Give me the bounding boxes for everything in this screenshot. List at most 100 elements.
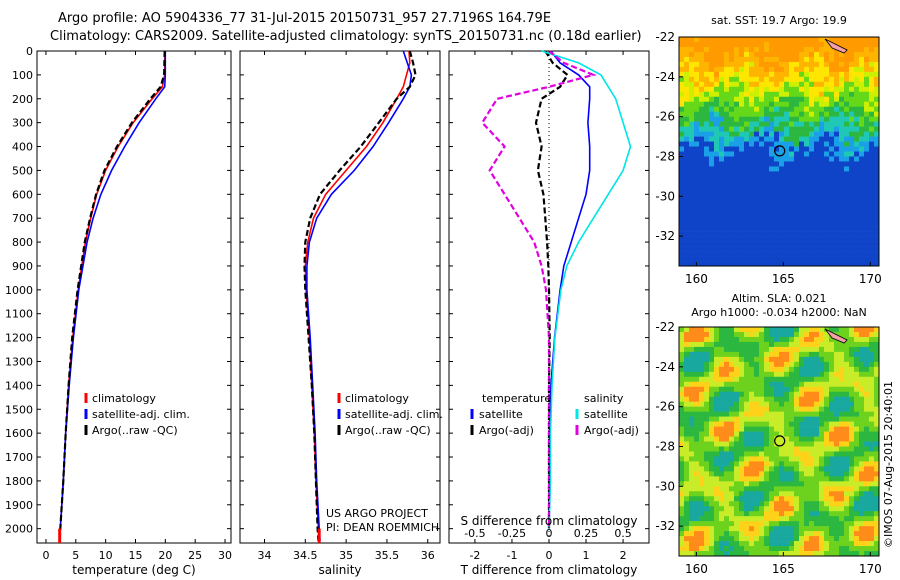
x-axis-label: temperature (deg C) xyxy=(72,563,195,577)
x-tick-label: 34.5 xyxy=(293,549,318,562)
legend-label: satellite xyxy=(479,408,523,421)
legend-label: Argo(..raw -QC) xyxy=(345,424,431,437)
depth-tick-label: 800 xyxy=(12,236,33,249)
map-y-tick-label: -24 xyxy=(655,360,675,374)
x-tick-label: 0 xyxy=(546,549,553,562)
x-tick-label: 20 xyxy=(158,549,172,562)
map-x-tick-label: 160 xyxy=(685,272,708,286)
x-tick-label: -1 xyxy=(506,549,517,562)
top-tick-label: -0.5 xyxy=(464,527,485,540)
sla-map-argo-marker xyxy=(774,435,786,447)
map-y-tick-label: -30 xyxy=(655,189,675,203)
depth-tick-label: 2000 xyxy=(5,523,33,536)
map-x-tick-label: 165 xyxy=(772,562,795,576)
top-tick-label: 0 xyxy=(546,527,553,540)
series-line-argoadj xyxy=(480,50,597,529)
sst-map-argo-marker xyxy=(774,145,786,157)
pi-annotation: PI: DEAN ROEMMICH xyxy=(326,521,439,534)
map-y-tick-label: -30 xyxy=(655,479,675,493)
depth-tick-label: 700 xyxy=(12,212,33,225)
map-y-tick-label: -28 xyxy=(655,149,675,163)
x-tick-label: 5 xyxy=(72,549,79,562)
depth-tick-label: 1100 xyxy=(5,308,33,321)
depth-tick-label: 0 xyxy=(26,45,33,58)
series-line-argorawqc xyxy=(303,50,417,541)
x-tick-label: -2 xyxy=(469,549,480,562)
map-y-tick-label: -28 xyxy=(655,439,675,453)
sla-map-grid xyxy=(679,327,880,557)
series-line-satellite xyxy=(548,50,591,529)
sst-map-island xyxy=(824,38,848,54)
sst-map-title: sat. SST: 19.7 Argo: 19.9 xyxy=(711,14,847,27)
figure-title-line1: Argo profile: AO 5904336_77 31-Jul-2015 … xyxy=(58,11,552,26)
depth-tick-label: 1900 xyxy=(5,499,33,512)
profile-panel-1-frame xyxy=(36,50,232,544)
depth-tick-label: 1600 xyxy=(5,427,33,440)
legend-title: salinity xyxy=(584,392,624,405)
x-tick-label: 25 xyxy=(188,549,202,562)
legend-label: satellite-adj. clim. xyxy=(92,408,190,421)
map-y-tick-label: -26 xyxy=(655,400,675,414)
x-axis-label: salinity xyxy=(318,563,361,577)
x-tick-label: 36 xyxy=(421,549,435,562)
x-tick-label: 35.5 xyxy=(375,549,400,562)
x-tick-label: 30 xyxy=(218,549,232,562)
depth-tick-label: 500 xyxy=(12,164,33,177)
profile-panel-2-frame xyxy=(239,50,441,544)
x-axis-label: T difference from climatology xyxy=(460,563,638,577)
map-y-tick-label: -26 xyxy=(655,110,675,124)
depth-tick-label: 1800 xyxy=(5,475,33,488)
sla-map-subtitle: Argo h1000: -0.034 h2000: NaN xyxy=(691,306,867,319)
x-tick-label: 34 xyxy=(257,549,271,562)
depth-tick-label: 600 xyxy=(12,188,33,201)
project-annotation: US ARGO PROJECT xyxy=(326,507,428,520)
map-y-tick-label: -32 xyxy=(655,519,675,533)
depth-tick-label: 1200 xyxy=(5,332,33,345)
depth-tick-label: 1000 xyxy=(5,284,33,297)
map-x-tick-label: 170 xyxy=(859,272,882,286)
depth-tick-label: 900 xyxy=(12,260,33,273)
map-y-tick-label: -22 xyxy=(655,30,675,44)
series-line-argorawqc xyxy=(58,50,166,541)
top-tick-label: 0.5 xyxy=(614,527,632,540)
map-x-tick-label: 160 xyxy=(685,562,708,576)
depth-tick-label: 1700 xyxy=(5,451,33,464)
sla-map-frame xyxy=(678,326,880,557)
map-y-tick-label: -22 xyxy=(655,320,675,334)
legend-label: climatology xyxy=(92,392,156,405)
x-tick-label: 10 xyxy=(99,549,113,562)
depth-tick-label: 300 xyxy=(12,117,33,130)
depth-tick-label: 1500 xyxy=(5,403,33,416)
sla-map-island xyxy=(824,328,848,344)
legend-label: satellite xyxy=(584,408,628,421)
figure-title-line2: Climatology: CARS2009. Satellite-adjuste… xyxy=(50,29,642,44)
sla-map-title: Altim. SLA: 0.021 xyxy=(731,292,826,305)
map-x-tick-label: 170 xyxy=(859,562,882,576)
x-tick-label: 15 xyxy=(128,549,142,562)
legend-label: Argo(-adj) xyxy=(584,424,639,437)
depth-tick-label: 100 xyxy=(12,69,33,82)
x-tick-label: 0 xyxy=(42,549,49,562)
sst-map-grid xyxy=(679,37,880,267)
legend-label: satellite-adj. clim. xyxy=(345,408,443,421)
legend-label: Argo(-adj) xyxy=(479,424,534,437)
top-axis-label: S difference from climatology xyxy=(461,514,638,528)
legend-label: Argo(..raw -QC) xyxy=(92,424,178,437)
map-x-tick-label: 165 xyxy=(772,272,795,286)
top-tick-label: 0.25 xyxy=(574,527,599,540)
depth-tick-label: 200 xyxy=(12,93,33,106)
top-tick-label: -0.25 xyxy=(498,527,526,540)
x-tick-label: 1 xyxy=(583,549,590,562)
legend-title: temperature xyxy=(482,392,551,405)
map-y-tick-label: -24 xyxy=(655,70,675,84)
depth-tick-label: 1300 xyxy=(5,355,33,368)
series-line-satellite xyxy=(541,50,632,529)
depth-tick-label: 400 xyxy=(12,141,33,154)
map-y-tick-label: -32 xyxy=(655,229,675,243)
depth-tick-label: 1400 xyxy=(5,379,33,392)
sst-map-frame xyxy=(678,36,880,267)
x-tick-label: 2 xyxy=(620,549,627,562)
x-tick-label: 35 xyxy=(339,549,353,562)
legend-label: climatology xyxy=(345,392,409,405)
